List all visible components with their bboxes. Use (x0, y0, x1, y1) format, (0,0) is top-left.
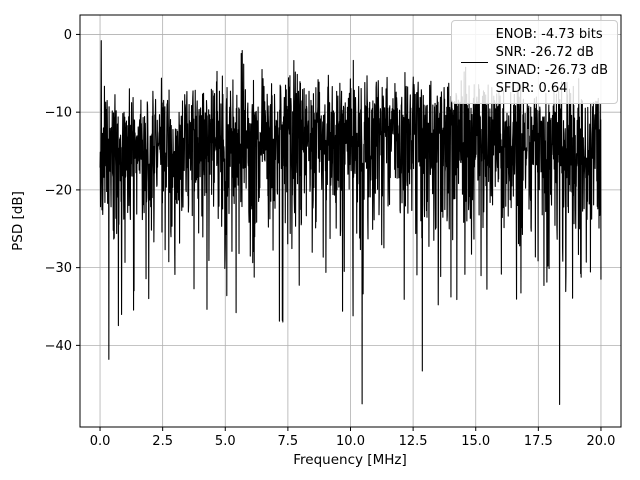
x-tick-label: 0.0 (90, 434, 111, 449)
y-tick-label: −10 (45, 106, 72, 121)
x-tick-label: 7.5 (278, 434, 299, 449)
tick-label-layer: 0.0 2.5 5.0 7.5 10.0 12.5 15.0 17.5 20.0 0 −10 −20 −… (45, 28, 616, 449)
y-axis-label: PSD [dB] (10, 191, 26, 251)
trace-layer (99, 40, 602, 406)
legend-sinad-value: SINAD: -26.73 dB (495, 63, 608, 78)
legend-text-block: ENOB: -4.73 bits SNR: -26.72 dB SINAD: -… (496, 26, 608, 98)
legend-snr-value: SNR: -26.72 dB (495, 45, 594, 60)
x-tick-label: 2.5 (152, 434, 173, 449)
legend: ENOB: -4.73 bits SNR: -26.72 dB SINAD: -… (450, 20, 618, 104)
legend-enob-value: ENOB: -4.73 bits (495, 27, 603, 42)
y-tick-label: −40 (45, 339, 72, 354)
legend-sfdr-value: SFDR: 0.64 (495, 81, 568, 96)
y-tick-label: −30 (45, 261, 72, 276)
x-tick-label: 20.0 (586, 434, 615, 449)
x-tick-label: 12.5 (399, 434, 428, 449)
legend-line-sample (460, 61, 488, 63)
x-tick-label: 17.5 (524, 434, 553, 449)
x-tick-label: 10.0 (336, 434, 365, 449)
x-axis-label: Frequency [MHz] (293, 452, 406, 468)
axes-layer (76, 14, 622, 431)
x-tick-label: 5.0 (215, 434, 236, 449)
psd-trace (99, 40, 602, 406)
y-tick-label: 0 (64, 28, 72, 43)
x-tick-label: 15.0 (461, 434, 490, 449)
y-tick-label: −20 (45, 183, 72, 198)
